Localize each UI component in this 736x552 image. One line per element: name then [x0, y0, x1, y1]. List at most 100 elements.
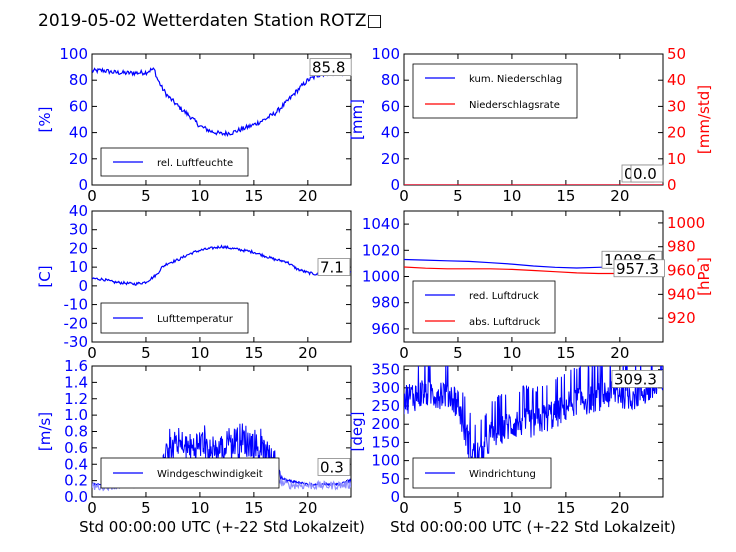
series-line — [92, 244, 351, 286]
series-line — [92, 67, 351, 138]
y-tick-label: 350 — [371, 361, 400, 379]
y-tick-label: 60 — [381, 97, 400, 115]
y-tick-label: 1.0 — [64, 406, 88, 424]
x-tick-label: 5 — [141, 344, 151, 362]
x-axis-label-left: Std 00:00:00 UTC (+-22 Std Lokalzeit) — [79, 518, 365, 536]
x-tick-label: 0 — [399, 344, 409, 362]
y-tick-label: -30 — [64, 333, 89, 351]
y-tick-label: 980 — [371, 294, 400, 312]
legend-label: Lufttemperatur — [157, 314, 234, 325]
y-tick-label: 0.6 — [64, 439, 88, 457]
current-value-label: 957.3 — [616, 260, 659, 278]
y-tick-label: 40 — [69, 202, 88, 220]
precipitation-panel: 0 5 10 15 20 0 20 40 60 80 100 0 10 20 30 40 50 [mm] [mm/s… — [348, 45, 713, 205]
x-tick-label: 0 — [87, 187, 97, 205]
y-tick-label: 0 — [390, 488, 400, 506]
current-value-box — [630, 164, 664, 183]
y-tick-label: 20 — [69, 150, 88, 168]
current-value-label: 0.0 — [633, 165, 657, 183]
current-value-label: 85.8 — [312, 59, 345, 77]
y-tick-label: 0.8 — [64, 423, 88, 441]
current-value-box — [317, 258, 351, 276]
y-axis-label: [%] — [36, 107, 54, 133]
y-axis-label: [deg] — [348, 412, 366, 452]
legend-box — [100, 302, 249, 334]
current-value-box — [613, 259, 665, 278]
x-tick-label: 10 — [502, 187, 521, 205]
y-axis-label-right: [mm/std] — [695, 85, 713, 154]
y-tick-label-right: 940 — [667, 285, 696, 303]
y-tick-label: 80 — [381, 71, 400, 89]
x-tick-label: 5 — [141, 187, 151, 205]
x-tick-label: 20 — [610, 344, 629, 362]
y-tick-label-right: 0 — [667, 176, 677, 194]
y-tick-label: 960 — [371, 320, 400, 338]
y-tick-label-right: 10 — [667, 150, 686, 168]
x-tick-label: 15 — [556, 499, 575, 517]
y-axis-label: [mm] — [348, 99, 366, 140]
pressure-panel: 0 5 10 15 20 960 980 1000 1020 1040 920 940 960 980 10… — [362, 210, 713, 362]
y-tick-label: 50 — [381, 470, 400, 488]
y-tick-label: 80 — [69, 71, 88, 89]
humidity-panel: 0 5 10 15 20 0 20 40 60 80 100 [%] rel. Luftfeuchte 8… — [36, 45, 352, 205]
x-tick-label: 10 — [502, 499, 521, 517]
x-tick-label: 5 — [453, 344, 463, 362]
y-tick-label: 30 — [69, 221, 88, 239]
y-tick-label: 150 — [371, 433, 400, 451]
x-tick-label: 5 — [453, 499, 463, 517]
y-tick-label: 0.0 — [64, 488, 88, 506]
figure-title: 2019-05-02 Wetterdaten Station ROTZ□ — [38, 11, 383, 31]
y-axis-label-right: [hPa] — [695, 257, 713, 296]
y-tick-label: 20 — [381, 150, 400, 168]
y-tick-label: 100 — [371, 452, 400, 470]
legend-label: abs. Luftdruck — [469, 317, 540, 328]
x-tick-label: 10 — [190, 187, 209, 205]
legend-label: red. Luftdruck — [469, 291, 539, 302]
series-line — [404, 366, 663, 471]
y-tick-label-right: 20 — [667, 124, 686, 142]
y-tick-label: 0 — [78, 176, 88, 194]
x-tick-label: 0 — [87, 344, 97, 362]
y-tick-label: 40 — [69, 124, 88, 142]
legend-label: kum. Niederschlag — [469, 74, 562, 85]
current-value-label: 309.3 — [614, 370, 657, 388]
y-tick-label: 10 — [69, 258, 88, 276]
current-value-label: 0.3 — [320, 458, 344, 476]
x-tick-label: 10 — [190, 499, 209, 517]
y-axis-label: [m/s] — [36, 412, 54, 451]
x-tick-label: 10 — [190, 344, 209, 362]
y-tick-label-right: 1000 — [667, 214, 705, 232]
y-tick-label: 20 — [69, 239, 88, 257]
x-tick-label: 10 — [502, 344, 521, 362]
current-value-box — [317, 458, 351, 476]
x-tick-label: 0 — [87, 499, 97, 517]
wind-speed-panel: 0 5 10 15 20 0.00.20.40.60.81.01.21.41.6 [m/s]… — [36, 357, 352, 517]
y-tick-label-right: 960 — [667, 262, 696, 280]
legend-box — [100, 147, 249, 177]
x-tick-label: 0 — [399, 187, 409, 205]
y-tick-label: 1.6 — [64, 357, 88, 375]
legend-label: rel. Luftfeuchte — [157, 158, 233, 169]
y-tick-label-right: 30 — [667, 97, 686, 115]
y-tick-label: 250 — [371, 397, 400, 415]
y-tick-label: 0 — [78, 277, 88, 295]
y-tick-label-right: 50 — [667, 45, 686, 63]
x-tick-label: 20 — [610, 499, 629, 517]
y-tick-label: -20 — [64, 314, 89, 332]
current-value-box — [309, 58, 352, 77]
wind-direction-panel: 0 5 10 15 20050100150200250300350[deg]Windri… — [348, 361, 664, 517]
y-tick-label: 1.2 — [64, 390, 88, 408]
x-tick-label: 20 — [298, 187, 317, 205]
y-tick-label: 100 — [59, 45, 88, 63]
y-tick-label: 0.2 — [64, 472, 88, 490]
x-tick-label: 20 — [610, 187, 629, 205]
y-tick-label: 100 — [371, 45, 400, 63]
x-axis-label-right: Std 00:00:00 UTC (+-22 Std Lokalzeit) — [390, 518, 676, 536]
x-tick-label: 20 — [298, 344, 317, 362]
legend-box — [412, 280, 556, 334]
y-tick-label-right: 40 — [667, 71, 686, 89]
x-tick-label: 15 — [556, 187, 575, 205]
y-tick-label: 0.4 — [64, 455, 88, 473]
legend-label: Windgeschwindigkeit — [157, 469, 263, 480]
